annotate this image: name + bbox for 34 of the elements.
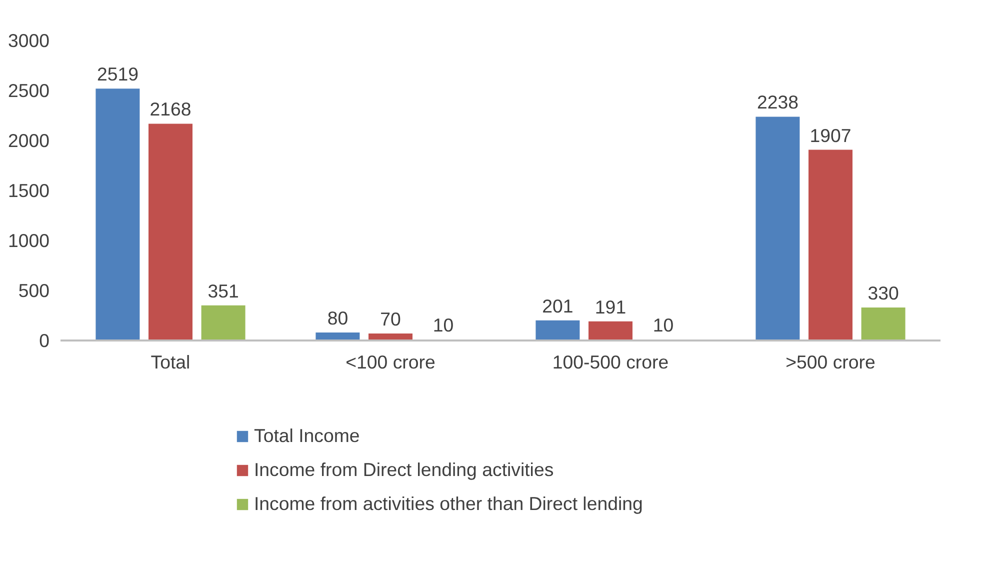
bar [201,305,246,340]
bar [588,321,632,340]
data-label: 330 [868,282,899,304]
data-label: 10 [432,314,454,336]
data-label: 191 [594,296,626,318]
y-tick-label: 0 [39,330,50,351]
data-label: 10 [652,314,674,336]
data-label: 2519 [96,64,138,85]
y-tick-label: 2000 [8,130,50,151]
data-label: 70 [380,308,401,330]
y-tick-label: 1500 [8,180,50,201]
bar [96,88,140,340]
data-label: 201 [542,295,574,316]
x-tick-label: >500 crore [786,352,876,372]
legend-label: Income from activities other than Direct lending [254,493,643,515]
data-label: 2168 [150,98,192,120]
x-tick-label: Total [150,352,190,372]
data-label: 80 [327,308,348,328]
x-tick-label: 100-500 crore [552,352,669,372]
bar [148,124,192,340]
bar [808,150,852,340]
y-tick-label: 2500 [8,80,50,101]
data-label: 351 [208,280,239,302]
x-tick-label: <100 crore [346,352,436,372]
legend-label: Income from Direct lending activities [254,459,554,481]
y-tick-label: 500 [18,280,50,301]
bar [861,308,906,340]
bar [756,116,800,340]
bar [536,320,580,340]
y-tick-label: 3000 [8,30,50,51]
data-label: 2238 [756,92,798,113]
legend-label: Total Income [254,425,360,447]
y-tick-label: 1000 [8,230,50,251]
data-label: 1907 [810,124,852,146]
